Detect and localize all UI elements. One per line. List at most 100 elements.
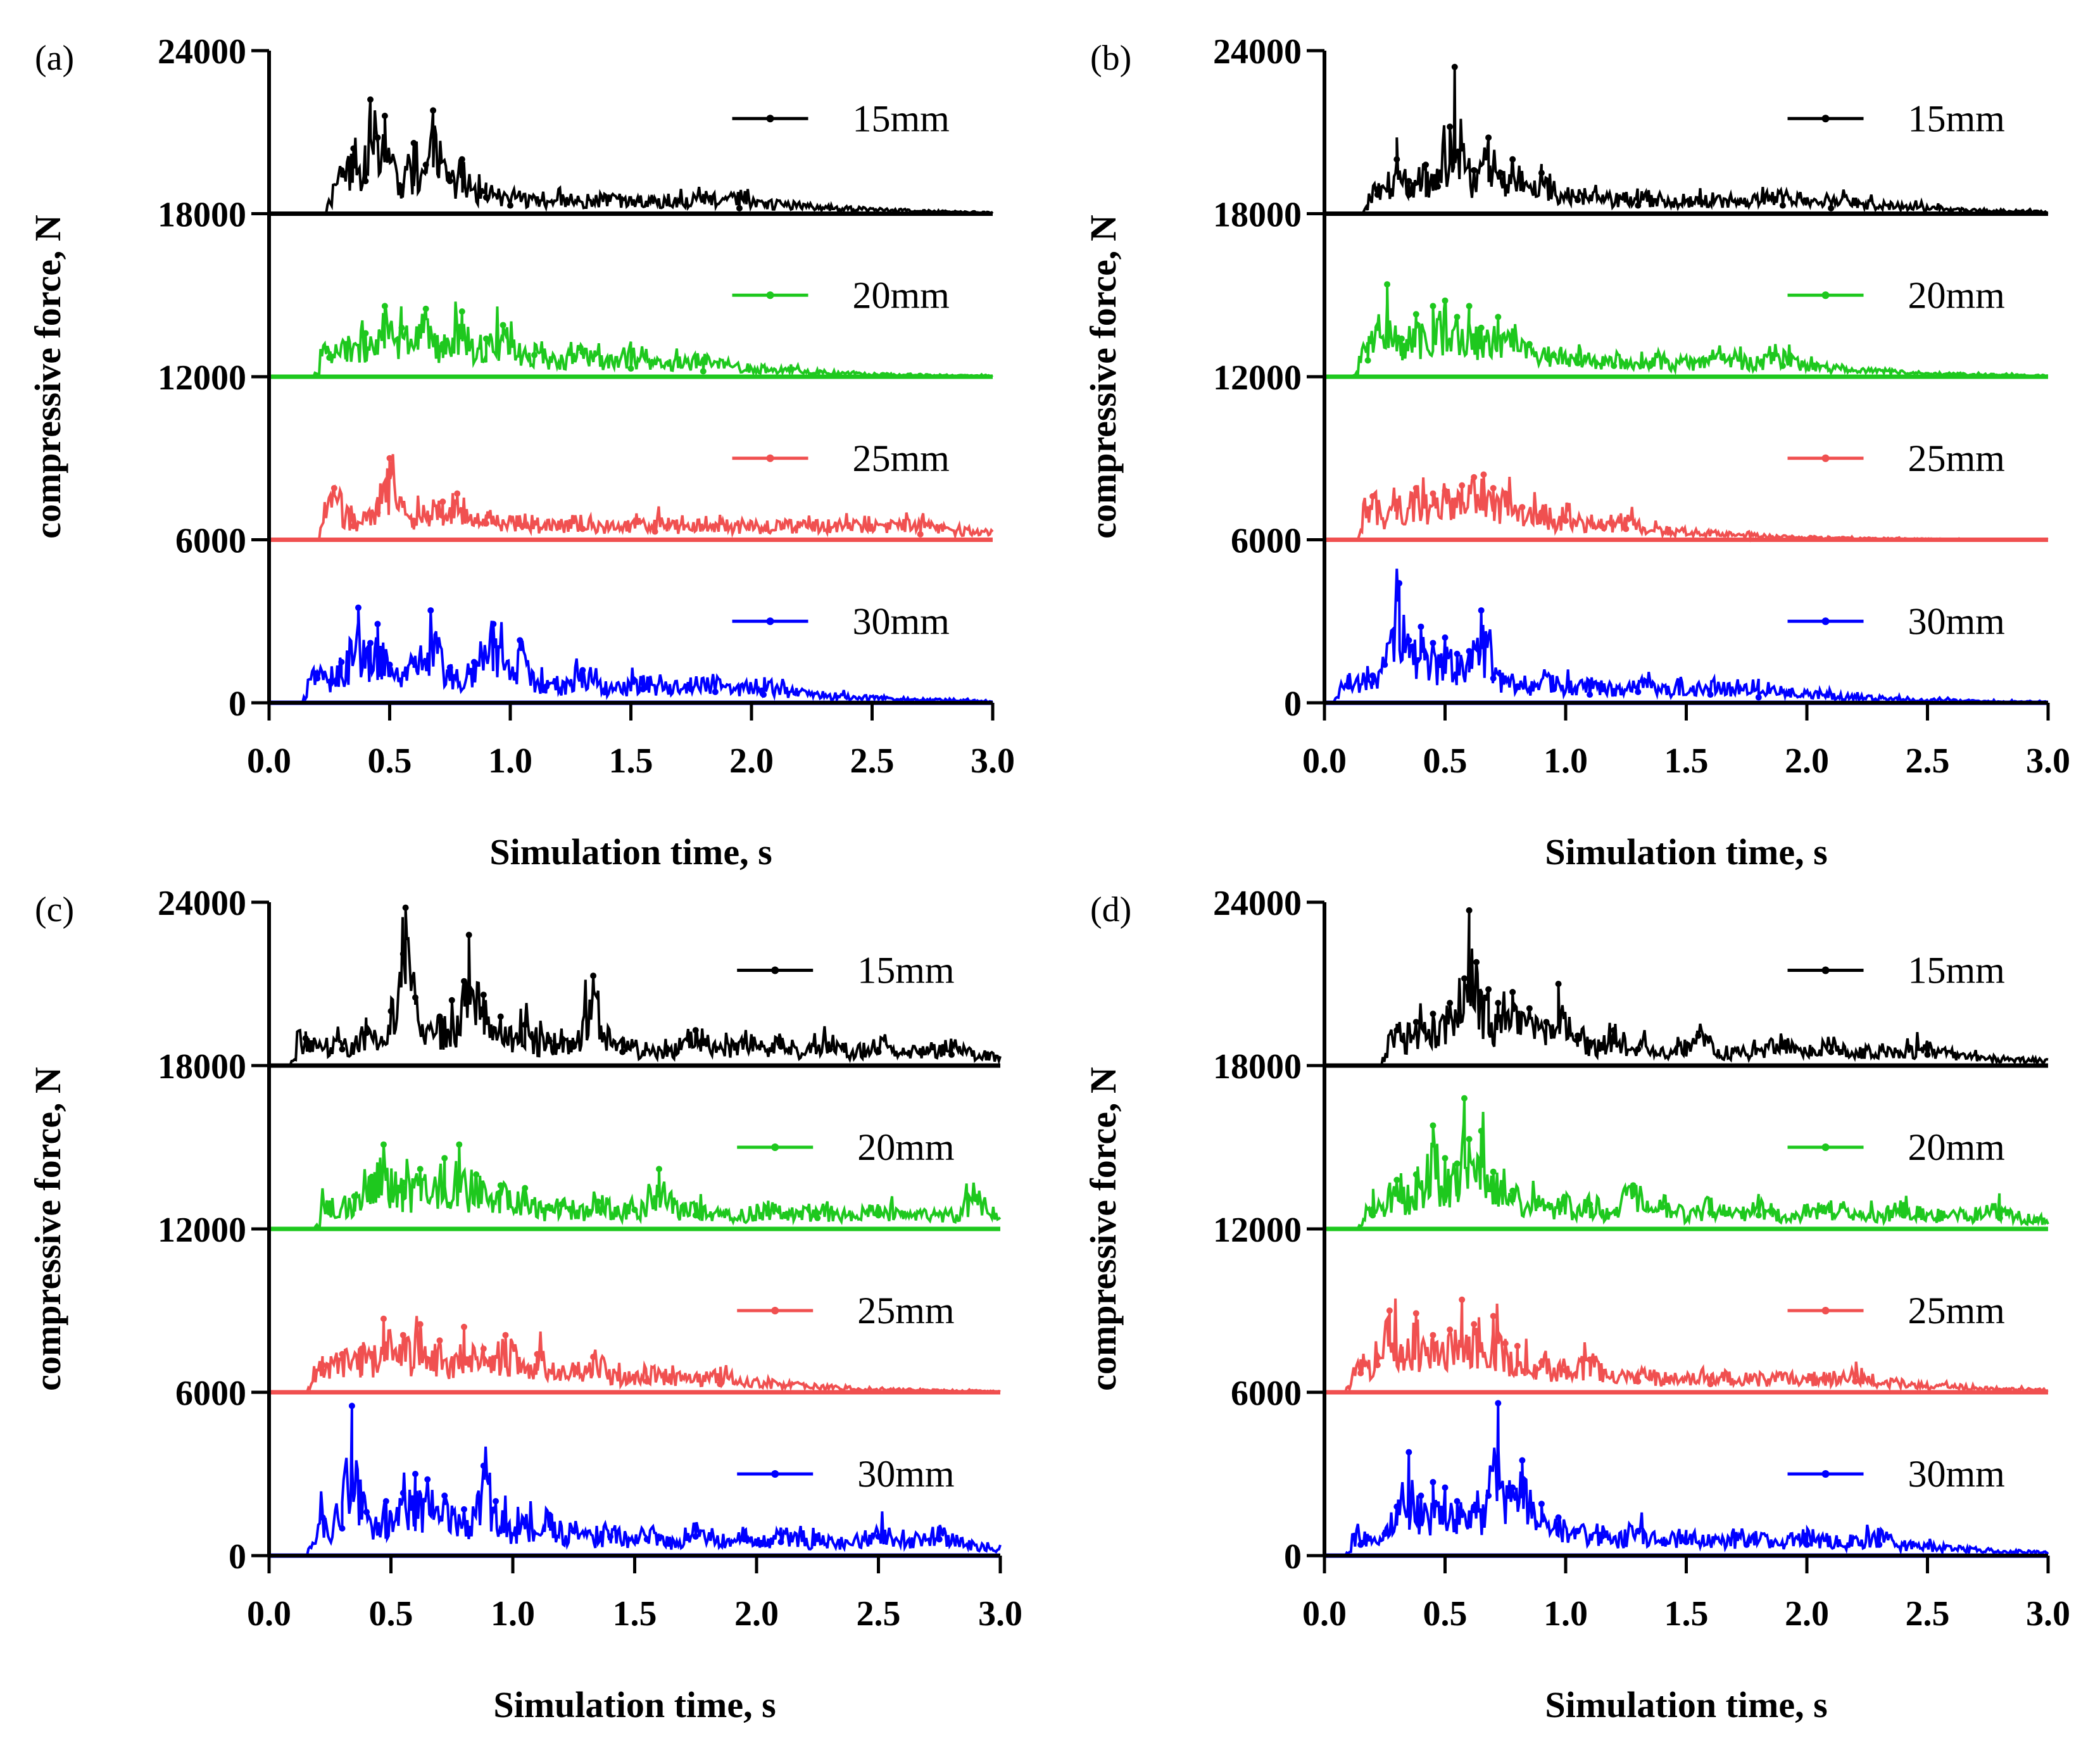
series-point-20mm-1 bbox=[1374, 324, 1381, 331]
series-point-30mm-10 bbox=[490, 620, 497, 627]
series-point-15mm-18 bbox=[1828, 1048, 1835, 1055]
series-point-20mm-17 bbox=[1719, 354, 1726, 361]
series-point-30mm-19 bbox=[1743, 1541, 1750, 1548]
series-point-25mm-2 bbox=[358, 1345, 365, 1352]
series-point-30mm-17 bbox=[760, 691, 767, 698]
series-point-15mm-15 bbox=[1779, 202, 1786, 209]
y-tick-label: 12000 bbox=[1213, 358, 1302, 398]
x-tick-label: 0.0 bbox=[247, 1594, 291, 1634]
series-point-30mm-11 bbox=[517, 637, 524, 644]
series-point-20mm-6 bbox=[441, 1155, 448, 1162]
series-point-25mm-0 bbox=[1357, 1369, 1364, 1376]
series-point-20mm-11 bbox=[579, 349, 586, 356]
series-point-30mm-6 bbox=[412, 1471, 418, 1477]
series-point-15mm-9 bbox=[1485, 134, 1492, 141]
series-point-30mm-1 bbox=[339, 1525, 346, 1532]
series-point-15mm-5 bbox=[402, 904, 409, 911]
series-point-20mm-4 bbox=[399, 1179, 406, 1186]
series-point-15mm-12 bbox=[1538, 170, 1545, 177]
series-point-15mm-4 bbox=[1461, 975, 1468, 982]
series-point-30mm-1 bbox=[1369, 672, 1376, 679]
x-tick-label: 1.5 bbox=[609, 741, 653, 781]
series-point-15mm-8 bbox=[1495, 1000, 1502, 1007]
series-point-25mm-3 bbox=[386, 455, 393, 462]
legend-marker-30mm bbox=[766, 617, 774, 626]
series-point-30mm-9 bbox=[461, 1506, 467, 1513]
y-tick-label: 6000 bbox=[1231, 1374, 1302, 1413]
series-point-20mm-5 bbox=[1454, 1160, 1461, 1167]
series-point-30mm-4 bbox=[374, 620, 381, 627]
series-point-15mm-16 bbox=[1828, 205, 1835, 211]
series-point-20mm-0 bbox=[327, 1209, 334, 1216]
series-point-30mm-11 bbox=[1490, 675, 1497, 682]
series-point-15mm-19 bbox=[741, 1038, 748, 1045]
series-point-15mm-6 bbox=[398, 183, 405, 190]
series-point-15mm-3 bbox=[1423, 161, 1430, 168]
series-point-20mm-7 bbox=[1454, 313, 1461, 320]
series-point-15mm-14 bbox=[1611, 1027, 1618, 1034]
y-tick-label: 24000 bbox=[1213, 32, 1302, 72]
x-tick-label: 2.0 bbox=[1785, 1594, 1829, 1634]
series-point-30mm-9 bbox=[1466, 648, 1473, 655]
series-point-15mm-16 bbox=[1695, 1032, 1702, 1039]
chart-panel-3: 0 6000 12000 18000 24000 0.0 0.5 1.0 1.5 2.0 2.5 3.… bbox=[27, 884, 1022, 1725]
legend-label-30mm: 30mm bbox=[853, 600, 950, 642]
legend-marker-15mm bbox=[1821, 966, 1830, 974]
series-point-30mm-9 bbox=[470, 658, 477, 665]
series-line-30mm bbox=[269, 607, 994, 704]
legend-label-30mm: 30mm bbox=[1908, 600, 2005, 642]
x-tick-label: 3.0 bbox=[978, 1594, 1022, 1634]
series-point-25mm-3 bbox=[1430, 490, 1437, 497]
legend-marker-20mm bbox=[766, 291, 774, 299]
series-point-30mm-14 bbox=[639, 686, 646, 693]
series-point-30mm-2 bbox=[1381, 661, 1388, 668]
y-tick-label: 24000 bbox=[158, 32, 246, 72]
series-point-20mm-3 bbox=[381, 303, 388, 310]
series-point-30mm-4 bbox=[382, 1498, 389, 1504]
series-point-20mm-7 bbox=[456, 1141, 463, 1148]
series-point-20mm-18 bbox=[875, 1212, 882, 1219]
series-point-30mm-0 bbox=[1357, 1541, 1364, 1548]
x-tick-label: 2.5 bbox=[850, 741, 895, 781]
legend-label-20mm: 20mm bbox=[1908, 274, 2005, 316]
series-point-30mm-16 bbox=[712, 688, 719, 695]
series-point-15mm-5 bbox=[1447, 123, 1454, 130]
series-point-25mm-9 bbox=[1502, 490, 1509, 497]
series-point-30mm-5 bbox=[386, 661, 393, 668]
legend-marker-25mm bbox=[766, 454, 774, 462]
series-point-30mm-6 bbox=[1430, 639, 1437, 646]
x-tick-label: 1.5 bbox=[1664, 1594, 1709, 1634]
x-tick-label: 1.0 bbox=[1544, 741, 1588, 781]
series-point-30mm-21 bbox=[936, 1536, 943, 1543]
series-point-15mm-5 bbox=[381, 113, 388, 119]
series-point-15mm-14 bbox=[546, 1038, 553, 1045]
series-point-20mm-3 bbox=[1430, 1122, 1437, 1129]
series-point-15mm-2 bbox=[1405, 178, 1412, 184]
legend-marker-25mm bbox=[1821, 1307, 1830, 1314]
y-tick-label: 12000 bbox=[158, 358, 246, 398]
series-point-30mm-7 bbox=[1442, 634, 1449, 641]
series-point-15mm-8 bbox=[448, 997, 455, 1004]
series-point-25mm-6 bbox=[1447, 1326, 1454, 1333]
y-tick-label: 0 bbox=[1284, 684, 1302, 724]
x-tick-label: 0.5 bbox=[1423, 741, 1468, 781]
panel-label: (c) bbox=[35, 890, 74, 929]
series-point-20mm-5 bbox=[422, 305, 429, 312]
chart-panel-1: 0 6000 12000 18000 24000 0.0 0.5 1.0 1.5 2.0 2.5 3.… bbox=[27, 32, 1015, 872]
series-point-25mm-7 bbox=[1459, 1296, 1466, 1303]
series-point-15mm-8 bbox=[422, 161, 429, 168]
series-point-15mm-14 bbox=[736, 205, 743, 211]
x-tick-label: 3.0 bbox=[971, 741, 1015, 781]
series-point-30mm-3 bbox=[367, 639, 374, 646]
legend-marker-15mm bbox=[1821, 115, 1830, 123]
series-point-25mm-11 bbox=[917, 531, 924, 538]
legend-label-15mm: 15mm bbox=[857, 950, 954, 991]
series-point-20mm-13 bbox=[1550, 351, 1557, 358]
x-tick-label: 3.0 bbox=[2026, 741, 2070, 781]
x-tick-label: 2.0 bbox=[729, 741, 774, 781]
series-point-20mm-19 bbox=[1900, 1212, 1907, 1219]
x-tick-label: 0.0 bbox=[1302, 741, 1347, 781]
series-point-20mm-5 bbox=[417, 1166, 424, 1173]
y-axis-title: compressive force, N bbox=[27, 215, 68, 539]
